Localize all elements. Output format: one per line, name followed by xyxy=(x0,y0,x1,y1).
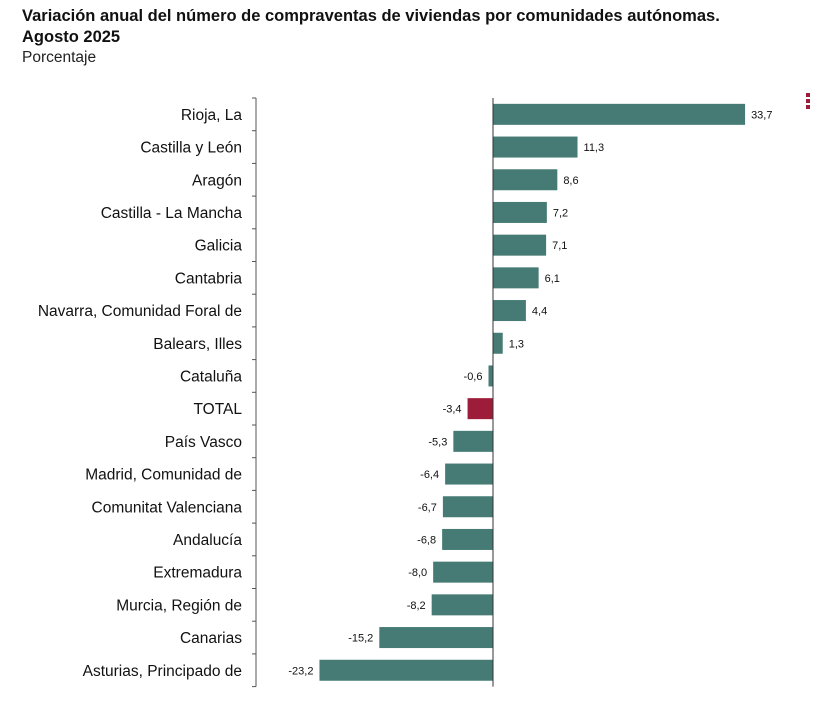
category-label: Cataluña xyxy=(180,368,242,385)
data-label: -15,2 xyxy=(348,633,373,645)
menu-dot-icon xyxy=(806,99,810,103)
category-label: Castilla y León xyxy=(140,140,242,157)
data-label: -6,8 xyxy=(417,534,436,546)
category-label: Andalucía xyxy=(173,532,242,549)
bar xyxy=(493,332,503,354)
category-label: Balears, Illes xyxy=(153,336,242,353)
category-label: Castilla - La Mancha xyxy=(101,205,243,222)
data-label: -8,2 xyxy=(407,600,426,612)
data-label: 1,3 xyxy=(509,338,524,350)
category-label: Cantabria xyxy=(175,270,243,287)
bar xyxy=(493,300,526,322)
data-label: 7,2 xyxy=(553,207,568,219)
bar xyxy=(431,594,493,616)
category-label: TOTAL xyxy=(193,401,242,418)
category-label: Rioja, La xyxy=(181,107,243,124)
bar xyxy=(445,463,493,485)
bar xyxy=(442,528,493,550)
data-label: 11,3 xyxy=(584,142,605,154)
bar-total xyxy=(467,398,493,420)
data-label: -8,0 xyxy=(408,567,427,579)
bar xyxy=(453,430,493,452)
chart-title-line-2: Agosto 2025 xyxy=(22,28,121,46)
chart-menu-button[interactable] xyxy=(803,93,813,113)
bar xyxy=(319,659,493,681)
category-label: Asturias, Principado de xyxy=(83,663,242,680)
data-label: -6,4 xyxy=(420,469,439,481)
data-label: 4,4 xyxy=(532,306,547,318)
menu-dot-icon xyxy=(806,105,810,109)
bar xyxy=(442,496,493,518)
data-label: 6,1 xyxy=(545,273,560,285)
data-label: 8,6 xyxy=(563,175,578,187)
data-label: -0,6 xyxy=(464,371,483,383)
category-label: Murcia, Región de xyxy=(116,597,242,614)
bar xyxy=(493,234,547,256)
bar xyxy=(488,365,493,387)
category-label: Extremadura xyxy=(153,565,242,582)
bar xyxy=(379,627,493,649)
bar xyxy=(493,103,746,125)
bar xyxy=(433,561,493,583)
category-label: Comunitat Valenciana xyxy=(92,499,243,516)
chart-title-line-1: Variación anual del número de compravent… xyxy=(22,7,720,25)
data-label: 7,1 xyxy=(552,240,567,252)
category-label: Galicia xyxy=(195,238,243,255)
category-label: Canarias xyxy=(180,630,242,647)
bar xyxy=(493,201,547,223)
data-label: -5,3 xyxy=(428,436,447,448)
bar xyxy=(493,136,578,158)
bar xyxy=(493,267,539,289)
category-label: Aragón xyxy=(192,172,242,189)
category-label: Madrid, Comunidad de xyxy=(85,467,242,484)
data-label: -6,7 xyxy=(418,502,437,514)
data-label: 33,7 xyxy=(751,109,772,121)
category-label: Navarra, Comunidad Foral de xyxy=(38,303,242,320)
menu-dot-icon xyxy=(806,93,810,97)
data-label: -3,4 xyxy=(443,404,462,416)
chart-subtitle: Porcentaje xyxy=(22,49,97,66)
chart-title: Variación anual del número de compravent… xyxy=(22,6,720,48)
category-label: País Vasco xyxy=(165,434,242,451)
bar xyxy=(493,169,558,191)
data-label: -23,2 xyxy=(288,665,313,677)
